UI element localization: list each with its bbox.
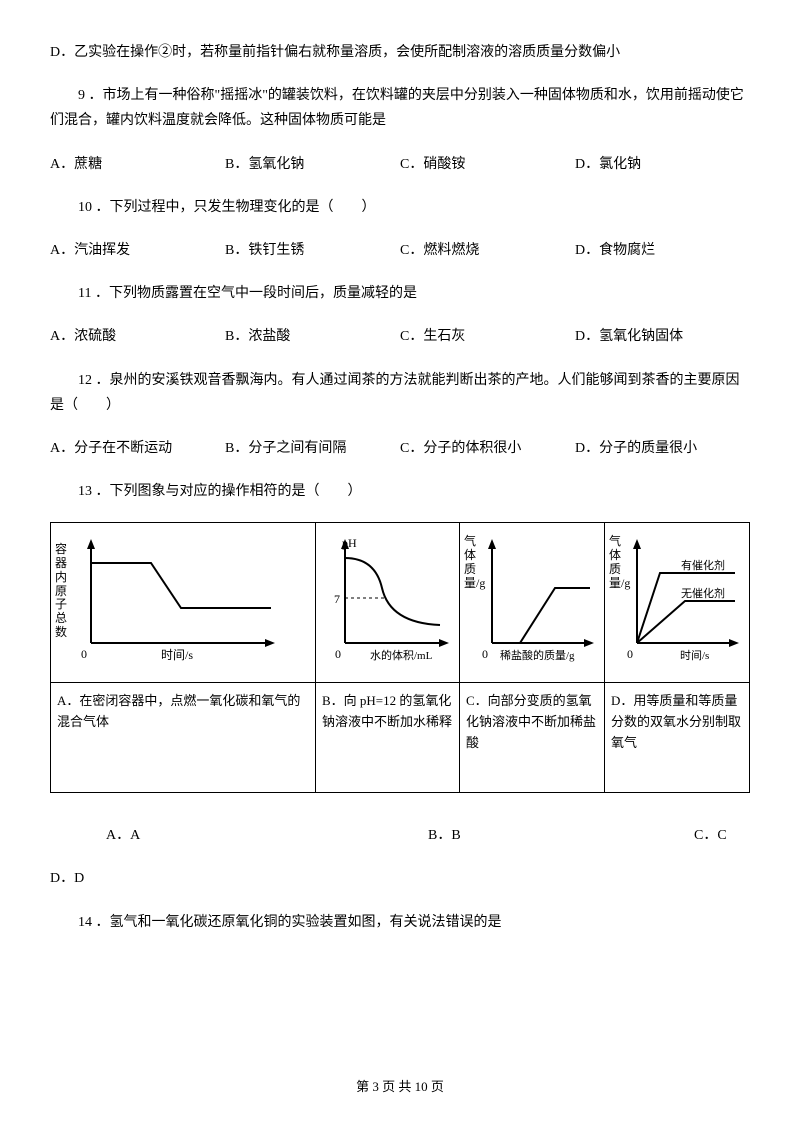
chart1-cell: 容器内原子总数 0 时间/s (51, 523, 316, 683)
q13-options-row1: A．A B．B C．C (50, 823, 750, 848)
q12-stem: 12 ．泉州的安溪铁观音香飘海内。有人通过闻茶的方法就能判断出茶的产地。人们能够… (50, 368, 750, 418)
chart4-svg: 有催化剂 无催化剂 0 时间/s (625, 533, 745, 663)
q9-opt-b: B．氢氧化钠 (225, 152, 400, 177)
q13-opt-d: D．D (50, 866, 750, 891)
chart1-svg: 0 时间/s (71, 533, 291, 663)
option-d-previous: D．乙实验在操作②时，若称量前指针偏右就称量溶质，会使所配制溶液的溶质质量分数偏… (50, 40, 750, 65)
chart4-cell: 气体质量/g 有催化剂 无催化剂 0 时间/s (605, 523, 750, 683)
svg-text:0: 0 (627, 647, 633, 661)
desc-c: C．向部分变质的氢氧化钠溶液中不断加稀盐酸 (460, 683, 605, 793)
chart2-svg: pH 7 0 水的体积/mL (320, 533, 455, 663)
q10-stem: 10 ．下列过程中，只发生物理变化的是（ ） (50, 195, 750, 220)
q12-opt-d: D．分子的质量很小 (575, 436, 750, 461)
desc-d: D．用等质量和等质量分数的双氧水分别制取氧气 (605, 683, 750, 793)
q11-opt-b: B．浓盐酸 (225, 324, 400, 349)
chart2-cell: pH 7 0 水的体积/mL (316, 523, 460, 683)
q12-opt-c: C．分子的体积很小 (400, 436, 575, 461)
q13-stem: 13 ．下列图象与对应的操作相符的是（ ） (50, 479, 750, 504)
svg-text:时间/s: 时间/s (680, 649, 709, 662)
desc-a: A．在密闭容器中，点燃一氧化碳和氧气的混合气体 (51, 683, 316, 793)
svg-text:稀盐酸的质量/g: 稀盐酸的质量/g (500, 648, 575, 662)
q11-opt-d: D．氢氧化钠固体 (575, 324, 750, 349)
chart1-ylabel: 容器内原子总数 (55, 543, 71, 640)
q9-opt-c: C．硝酸铵 (400, 152, 575, 177)
desc-b: B．向 pH=12 的氢氧化钠溶液中不断加水稀释 (316, 683, 460, 793)
q10-opt-a: A．汽油挥发 (50, 238, 225, 263)
chart3-ylabel: 气体质量/g (464, 535, 480, 590)
q10-opt-b: B．铁钉生锈 (225, 238, 400, 263)
q12-opt-b: B．分子之间有间隔 (225, 436, 400, 461)
page-footer: 第 3 页 共 10 页 (50, 1075, 750, 1098)
q10-opt-d: D．食物腐烂 (575, 238, 750, 263)
q13-opt-c: C．C (638, 823, 750, 848)
q11-stem: 11 ．下列物质露置在空气中一段时间后，质量减轻的是 (50, 281, 750, 306)
q12-options: A．分子在不断运动 B．分子之间有间隔 C．分子的体积很小 D．分子的质量很小 (50, 436, 750, 461)
svg-text:0: 0 (335, 647, 341, 661)
q11-options: A．浓硫酸 B．浓盐酸 C．生石灰 D．氢氧化钠固体 (50, 324, 750, 349)
chart3-svg: 0 稀盐酸的质量/g (480, 533, 600, 663)
q13-opt-b: B．B (372, 823, 638, 848)
q10-opt-c: C．燃料燃烧 (400, 238, 575, 263)
svg-text:7: 7 (334, 592, 340, 606)
svg-text:0: 0 (81, 647, 87, 661)
svg-text:有催化剂: 有催化剂 (681, 558, 725, 572)
chart3-cell: 气体质量/g 0 稀盐酸的质量/g (460, 523, 605, 683)
q13-table: 容器内原子总数 0 时间/s pH (50, 522, 750, 793)
chart4-ylabel: 气体质量/g (609, 535, 625, 590)
q13-opt-a: A．A (50, 823, 372, 848)
q11-opt-c: C．生石灰 (400, 324, 575, 349)
svg-text:0: 0 (482, 647, 488, 661)
q12-opt-a: A．分子在不断运动 (50, 436, 225, 461)
q9-stem: 9 ．市场上有一种俗称"摇摇冰"的罐装饮料，在饮料罐的夹层中分别装入一种固体物质… (50, 83, 750, 133)
q14-stem: 14 ．氢气和一氧化碳还原氧化铜的实验装置如图，有关说法错误的是 (50, 910, 750, 935)
svg-text:时间/s: 时间/s (161, 648, 193, 662)
svg-text:水的体积/mL: 水的体积/mL (370, 648, 433, 662)
q9-opt-d: D．氯化钠 (575, 152, 750, 177)
q10-options: A．汽油挥发 B．铁钉生锈 C．燃料燃烧 D．食物腐烂 (50, 238, 750, 263)
svg-text:无催化剂: 无催化剂 (681, 586, 725, 600)
q9-opt-a: A．蔗糖 (50, 152, 225, 177)
q11-opt-a: A．浓硫酸 (50, 324, 225, 349)
q9-options: A．蔗糖 B．氢氧化钠 C．硝酸铵 D．氯化钠 (50, 152, 750, 177)
